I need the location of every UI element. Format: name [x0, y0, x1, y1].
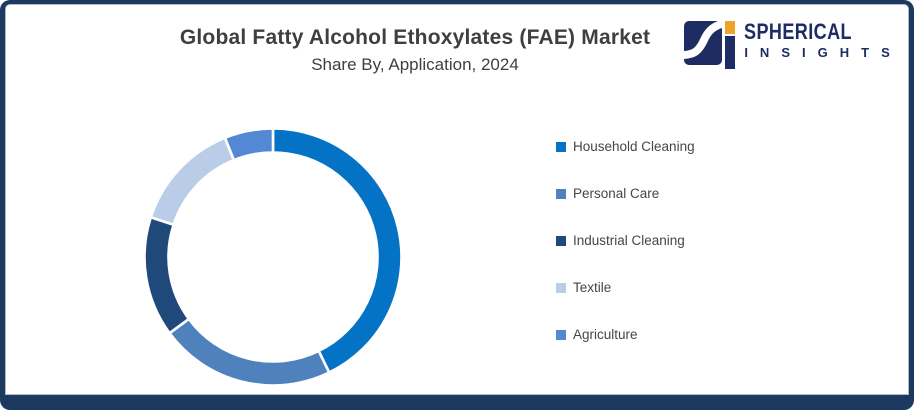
legend-marker: [556, 235, 566, 246]
legend-item: Agriculture: [556, 311, 695, 358]
legend-item: Personal Care: [556, 170, 695, 217]
donut-segment-textile: [149, 136, 236, 227]
logo-swoosh-icon: [684, 21, 723, 65]
chart-subtitle: Share By, Application, 2024: [311, 55, 519, 75]
chart-canvas: Global Fatty Alcohol Ethoxylates (FAE) M…: [5, 4, 909, 395]
legend-item: Household Cleaning: [556, 123, 695, 170]
logo-brand-name: SPHERICAL: [744, 19, 853, 44]
legend-item: Industrial Cleaning: [556, 217, 695, 264]
logo-text: SPHERICAL I N S I G H T S: [744, 19, 894, 60]
legend-marker: [556, 282, 566, 293]
legend-label: Household Cleaning: [573, 139, 695, 154]
donut-segment-household-cleaning: [271, 127, 403, 375]
donut-segment-personal-care: [167, 317, 331, 387]
donut-segment-agriculture: [223, 127, 275, 162]
legend-label: Personal Care: [573, 186, 660, 201]
logo-i-stem-icon: [725, 36, 736, 69]
logo-brand-subname: I N S I G H T S: [744, 45, 894, 60]
logo-i-dot-icon: [725, 21, 736, 34]
legend-item: Textile: [556, 264, 695, 311]
legend-marker: [556, 141, 566, 152]
chart-title: Global Fatty Alcohol Ethoxylates (FAE) M…: [179, 26, 651, 49]
spherical-insights-logo: SPHERICAL I N S I G H T S: [684, 21, 894, 69]
legend-label: Industrial Cleaning: [573, 233, 685, 248]
donut-chart: [143, 127, 403, 387]
legend-marker: [556, 329, 566, 340]
legend-label: Agriculture: [573, 327, 638, 342]
header: Global Fatty Alcohol Ethoxylates (FAE) M…: [6, 25, 824, 75]
legend-marker: [556, 188, 566, 199]
donut-segment-industrial-cleaning: [143, 215, 191, 335]
logo-mark: [684, 21, 736, 69]
legend: Household Cleaning Personal Care Industria…: [556, 123, 695, 358]
legend-label: Textile: [573, 280, 612, 295]
logo-letter-i: [725, 21, 736, 69]
